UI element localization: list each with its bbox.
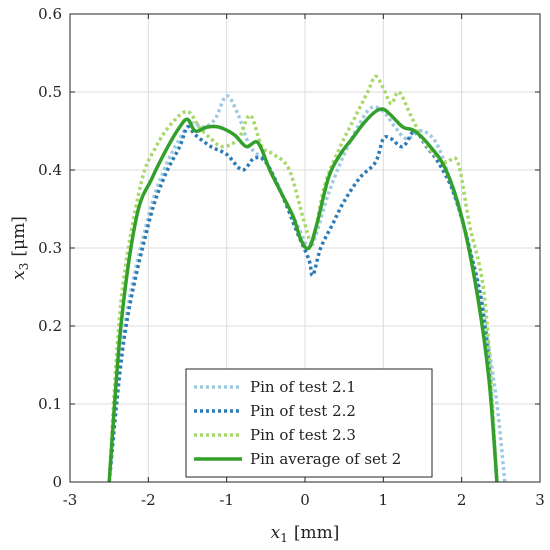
x-tick-label: -2 bbox=[141, 491, 156, 509]
y-tick-label: 0.6 bbox=[38, 5, 62, 23]
y-tick-label: 0.5 bbox=[38, 83, 62, 101]
x-tick-label: -1 bbox=[219, 491, 234, 509]
x-tick-label: 3 bbox=[535, 491, 545, 509]
y-tick-label: 0.2 bbox=[38, 317, 62, 335]
legend-item-4: Pin average of set 2 bbox=[194, 450, 401, 468]
y-axis-unit: [μm] bbox=[9, 216, 29, 256]
y-tick-label: 0.1 bbox=[38, 395, 62, 413]
x-axis-label: x1 [mm] bbox=[271, 523, 340, 545]
y-tick-label: 0 bbox=[52, 473, 62, 491]
y-axis-label: x3 [μm] bbox=[9, 216, 31, 280]
legend-items: Pin of test 2.1 Pin of test 2.2 Pin of tes… bbox=[194, 378, 401, 468]
ticks: -3 -2 -1 0 1 2 3 0 0.1 0.2 0.3 0.4 0.5 0.6 bbox=[38, 5, 545, 509]
x-axis-unit: [mm] bbox=[294, 523, 340, 543]
x-tick-label: 1 bbox=[379, 491, 389, 509]
legend-label: Pin of test 2.3 bbox=[250, 426, 356, 444]
legend-label: Pin of test 2.1 bbox=[250, 378, 356, 396]
x-tick-label: -3 bbox=[63, 491, 78, 509]
legend-item-1: Pin of test 2.1 bbox=[194, 378, 356, 396]
legend-item-3: Pin of test 2.3 bbox=[194, 426, 356, 444]
legend-item-2: Pin of test 2.2 bbox=[194, 402, 356, 420]
x-axis-sub: 1 bbox=[280, 531, 288, 545]
legend-label: Pin average of set 2 bbox=[250, 450, 401, 468]
y-axis-var: x bbox=[9, 270, 29, 280]
legend-label: Pin of test 2.2 bbox=[250, 402, 356, 420]
legend: Pin of test 2.1 Pin of test 2.2 Pin of tes… bbox=[185, 368, 433, 478]
series-line-1 bbox=[107, 94, 507, 483]
x-tick-label: 2 bbox=[457, 491, 467, 509]
y-axis-sub: 3 bbox=[17, 263, 31, 271]
x-axis-var: x bbox=[271, 523, 281, 543]
series-line-4 bbox=[107, 107, 499, 483]
series-group bbox=[107, 74, 507, 483]
y-tick-label: 0.3 bbox=[38, 239, 62, 257]
y-tick-label: 0.4 bbox=[38, 161, 62, 179]
x-tick-label: 0 bbox=[300, 491, 310, 509]
